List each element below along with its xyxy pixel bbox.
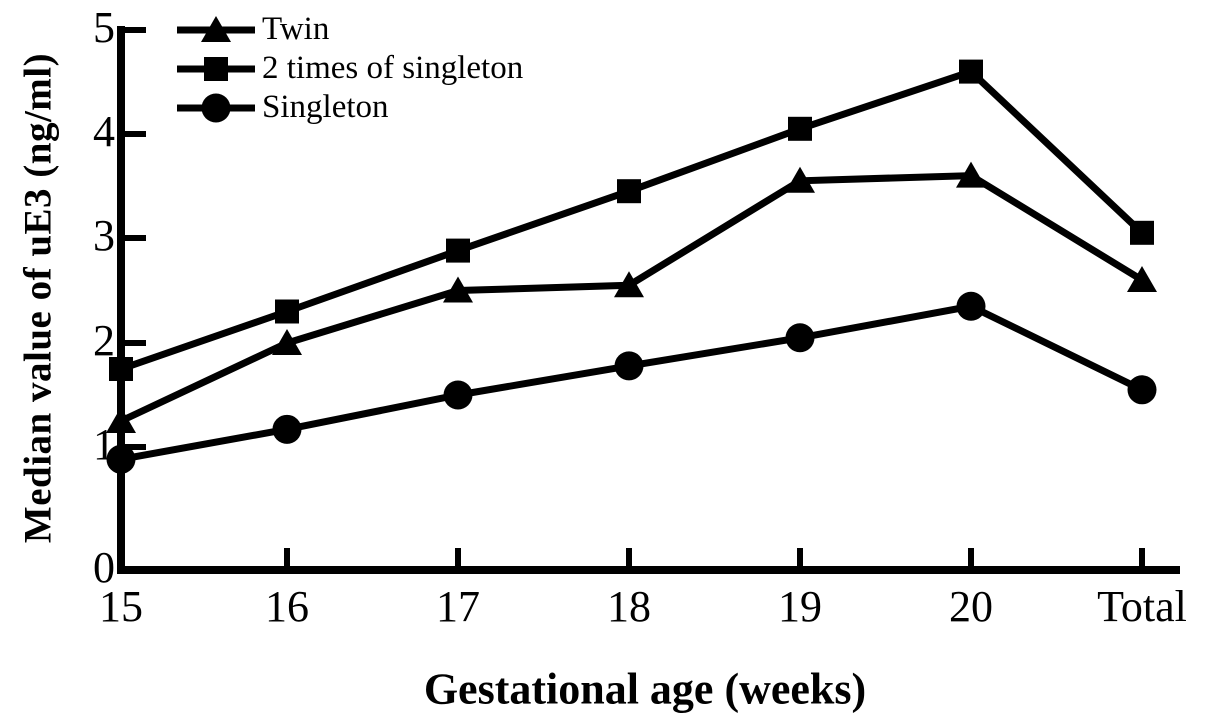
x-tick-label: 20 — [949, 582, 993, 631]
series-line-0 — [119, 172, 1144, 425]
triangle-marker — [443, 276, 473, 303]
square-marker — [275, 299, 299, 324]
legend-label: Twin — [262, 11, 330, 47]
circle-marker — [785, 323, 815, 353]
legend-marker-triangle — [177, 15, 255, 42]
legend-label: 2 times of singleton — [262, 50, 524, 86]
triangle-marker — [272, 329, 302, 355]
legend-item: Singleton — [177, 88, 523, 127]
circle-marker — [106, 444, 136, 474]
x-axis-title: Gestational age (weeks) — [423, 664, 867, 714]
square-marker — [788, 116, 812, 141]
circle-marker — [201, 93, 231, 122]
legend-marker-circle — [177, 93, 255, 122]
square-marker — [617, 179, 641, 204]
series-line-2 — [120, 302, 1144, 463]
legend-marker-square — [177, 56, 255, 81]
x-tick-label: 16 — [265, 582, 309, 631]
y-tick-label: 0 — [93, 543, 115, 592]
triangle-marker — [956, 161, 986, 188]
x-tick-label: 19 — [778, 582, 822, 631]
triangle-marker — [614, 271, 644, 298]
circle-marker — [956, 291, 986, 321]
y-tick-label: 5 — [93, 3, 115, 52]
square-marker — [959, 59, 983, 84]
triangle-marker — [106, 407, 136, 433]
y-tick-label: 4 — [93, 107, 115, 156]
triangle-marker — [1127, 266, 1157, 292]
legend-item: Twin — [177, 10, 523, 49]
y-tick-label: 1 — [93, 420, 115, 469]
legend-item: 2 times of singleton — [177, 49, 523, 88]
circle-marker — [1127, 375, 1157, 405]
square-marker — [204, 56, 228, 81]
x-tick-label: 17 — [436, 582, 480, 631]
square-marker — [1130, 220, 1154, 245]
legend-label: Singleton — [262, 89, 389, 125]
y-tick-label: 2 — [93, 316, 115, 365]
x-tick-label: 18 — [607, 582, 651, 631]
circle-marker — [614, 351, 644, 381]
y-tick-label: 3 — [93, 211, 115, 260]
x-tick-label: 15 — [99, 582, 143, 631]
triangle-marker — [785, 166, 815, 193]
square-marker — [446, 238, 470, 263]
legend: Twin 2 times of singleton Singleton — [177, 10, 523, 127]
triangle-marker — [201, 15, 231, 42]
circle-marker — [272, 414, 302, 444]
square-marker — [109, 357, 133, 381]
x-tick-label: Total — [1097, 582, 1187, 631]
circle-marker — [443, 380, 473, 410]
